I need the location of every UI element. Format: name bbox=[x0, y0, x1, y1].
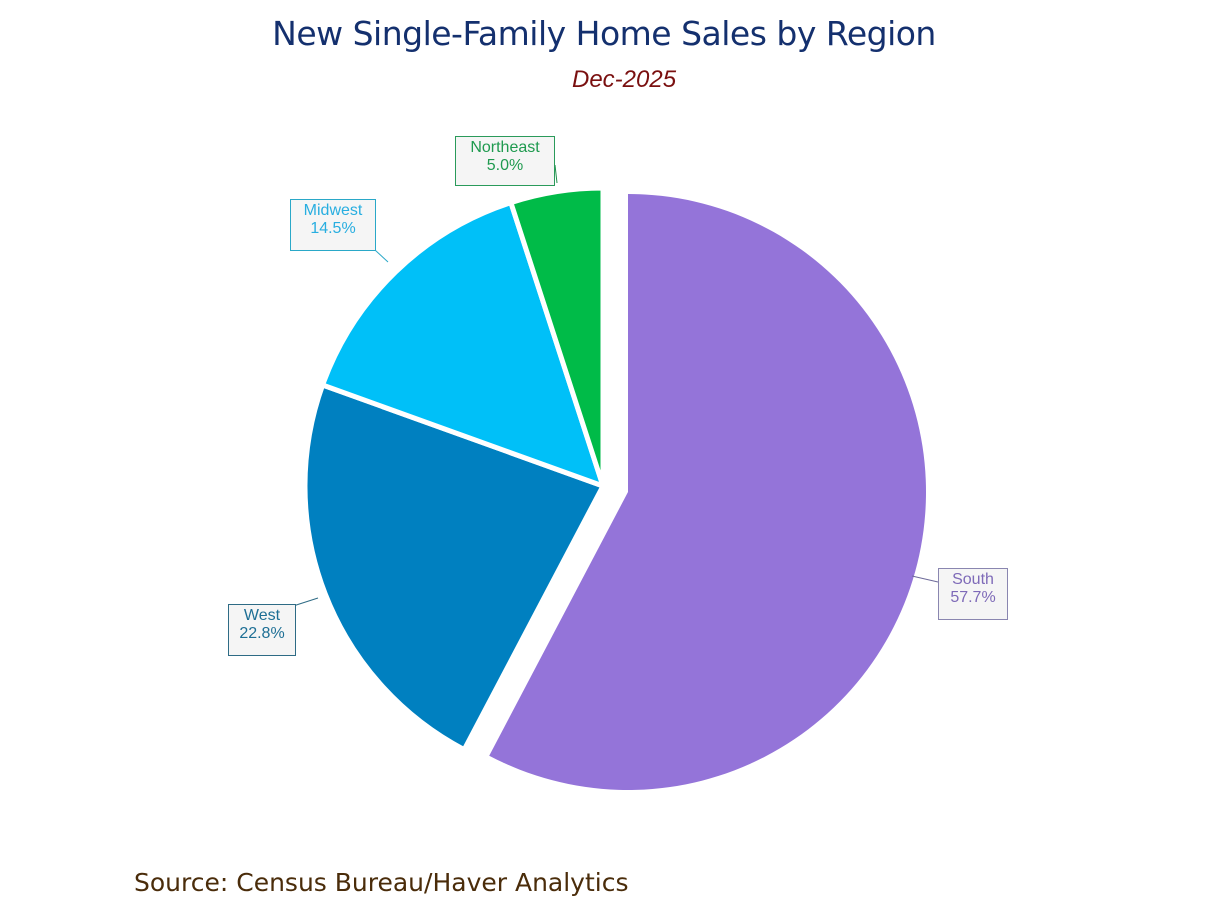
label-midwest-name: Midwest bbox=[303, 202, 363, 219]
label-west: West 22.8% bbox=[228, 604, 296, 656]
label-northeast: Northeast 5.0% bbox=[455, 136, 555, 186]
label-south-value: 57.7% bbox=[950, 589, 996, 606]
label-west-value: 22.8% bbox=[239, 625, 285, 642]
label-midwest: Midwest 14.5% bbox=[290, 199, 376, 251]
leader-line-northeast bbox=[554, 164, 558, 184]
chart-title: New Single-Family Home Sales by Region bbox=[272, 14, 936, 53]
label-west-name: West bbox=[243, 607, 281, 624]
source-note: Source: Census Bureau/Haver Analytics bbox=[134, 868, 629, 897]
label-northeast-name: Northeast bbox=[470, 139, 540, 156]
chart-subtitle: Dec-2025 bbox=[572, 66, 677, 93]
slice-northeast bbox=[508, 185, 606, 489]
label-northeast-value: 5.0% bbox=[486, 157, 524, 174]
leader-line-south bbox=[911, 575, 939, 583]
leader-line-midwest bbox=[374, 249, 389, 263]
label-south: South 57.7% bbox=[938, 568, 1008, 620]
slice-south bbox=[489, 194, 927, 790]
label-south-name: South bbox=[952, 571, 994, 588]
label-midwest-value: 14.5% bbox=[310, 220, 356, 237]
slice-west bbox=[302, 382, 606, 753]
